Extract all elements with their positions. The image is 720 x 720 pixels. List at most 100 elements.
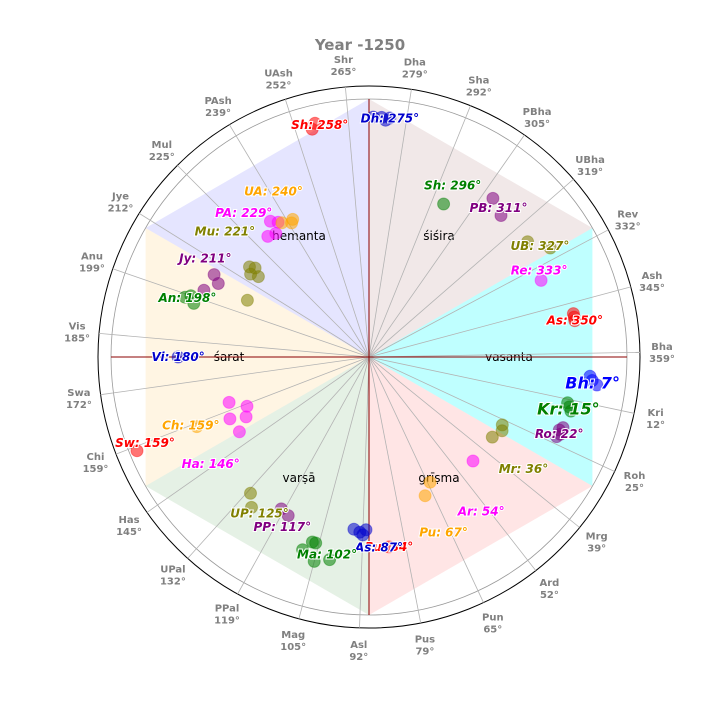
series-annotation: Sh: 296° <box>424 178 481 192</box>
season-label: varṣā <box>283 471 316 485</box>
nakshatra-degree: 332° <box>615 221 641 232</box>
nakshatra-name: Kri <box>648 408 664 419</box>
data-point <box>296 543 310 557</box>
nakshatra-name: Dha <box>404 58 426 69</box>
nakshatra-spoke <box>368 229 609 358</box>
nakshatra-degree: 319° <box>577 167 603 178</box>
data-point <box>245 500 258 514</box>
nakshatra-name: UAsh <box>264 68 293 79</box>
nakshatra-degree: 159° <box>83 464 109 475</box>
series-annotation: Sw: 159° <box>115 436 175 450</box>
nakshatra-name: Shr <box>334 55 353 66</box>
data-point <box>240 293 254 307</box>
series-annotation: UB: 327° <box>510 239 569 253</box>
nakshatra-name: Mag <box>281 630 305 641</box>
nakshatra-name: Pus <box>415 635 435 646</box>
series-annotation: As: 350° <box>546 314 603 328</box>
series-annotation: Ma: 102° <box>297 547 357 561</box>
series-annotation: Bh: 7° <box>565 374 620 393</box>
nakshatra-name: Anu <box>81 252 103 263</box>
data-point <box>248 261 262 275</box>
data-point <box>356 528 370 542</box>
nakshatra-spoke <box>138 213 370 358</box>
data-point <box>486 191 500 205</box>
nakshatra-degree: 39° <box>587 543 606 554</box>
nakshatra-name: Mrg <box>586 531 608 542</box>
series-annotation: An: 198° <box>157 291 216 305</box>
nakshatra-spoke <box>368 286 631 358</box>
nakshatra-degree: 145° <box>116 527 142 538</box>
data-point <box>274 502 288 516</box>
series-annotation: Mr: 36° <box>499 462 549 476</box>
data-point <box>534 273 548 287</box>
nakshatra-name: Has <box>118 515 139 526</box>
data-point <box>223 412 237 426</box>
nakshatra-name: Asl <box>350 640 367 651</box>
data-point <box>207 268 221 282</box>
series-annotation: As: 87° <box>354 541 403 555</box>
series-annotation: Sh: 258° <box>291 118 348 132</box>
nakshatra-name: Roh <box>624 471 646 482</box>
nakshatra-spoke <box>187 356 370 559</box>
nakshatra-degree: 345° <box>639 283 665 294</box>
data-point <box>543 241 557 255</box>
nakshatra-degree: 292° <box>466 87 492 98</box>
nakshatra-name: PAsh <box>204 96 231 107</box>
nakshatra-spoke <box>345 86 370 358</box>
data-point <box>495 424 509 438</box>
nakshatra-spoke <box>177 165 370 358</box>
nakshatra-spoke <box>368 89 412 358</box>
nakshatra-spoke <box>98 333 370 358</box>
series-annotation: Kr: 15° <box>537 399 600 418</box>
nakshatra-degree: 359° <box>649 354 675 365</box>
data-point <box>309 536 323 550</box>
nakshatra-degree: 199° <box>79 264 105 275</box>
series-annotation: Ha: 146° <box>182 457 240 471</box>
nakshatra-name: Chi <box>87 452 105 463</box>
data-point <box>187 296 201 310</box>
nakshatra-name: Ard <box>539 578 559 589</box>
season-sector <box>145 99 369 357</box>
nakshatra-degree: 279° <box>402 70 428 81</box>
nakshatra-name: Sha <box>468 75 489 86</box>
season-label: śiśira <box>423 229 454 243</box>
nakshatra-spoke <box>146 356 370 513</box>
nakshatra-degree: 25° <box>625 483 644 494</box>
nakshatra-spoke <box>368 356 580 528</box>
nakshatra-spoke <box>284 99 370 358</box>
data-point <box>437 197 451 211</box>
nakshatra-spoke <box>368 356 615 472</box>
data-point <box>521 235 535 249</box>
nakshatra-name: Bha <box>651 342 673 353</box>
data-points <box>130 110 604 568</box>
nakshatra-spoke <box>359 356 370 628</box>
nakshatra-name: Jye <box>111 192 129 203</box>
nakshatra-spoke <box>368 134 525 358</box>
nakshatra-name: PBha <box>523 107 552 118</box>
nakshatra-spoke <box>298 356 370 619</box>
series-annotation: Dh: 275° <box>361 112 420 126</box>
nakshatra-degree: 239° <box>205 108 231 119</box>
season-sector <box>369 99 593 357</box>
series-annotation: Re: 333° <box>511 263 568 277</box>
data-point <box>269 226 283 240</box>
series-annotation: Mu: 221° <box>195 225 256 239</box>
data-point <box>232 425 246 439</box>
data-point <box>418 489 432 503</box>
data-point <box>590 378 604 392</box>
nakshatra-degree: 79° <box>415 647 434 658</box>
nakshatra-spoke <box>112 268 370 358</box>
nakshatra-degree: 185° <box>64 334 90 345</box>
data-point <box>494 209 508 222</box>
data-point <box>347 522 361 536</box>
nakshatra-spoke <box>229 124 370 358</box>
data-point <box>382 540 396 554</box>
nakshatra-name: Rev <box>617 209 638 220</box>
season-label: hemanta <box>272 229 326 243</box>
nakshatra-name: UBha <box>575 155 605 166</box>
series-annotation: Ch: 159° <box>162 418 219 432</box>
series-annotation: PB: 311° <box>470 201 528 215</box>
nakshatra-degree: 119° <box>214 615 240 626</box>
nakshatra-name: Mul <box>152 140 173 151</box>
